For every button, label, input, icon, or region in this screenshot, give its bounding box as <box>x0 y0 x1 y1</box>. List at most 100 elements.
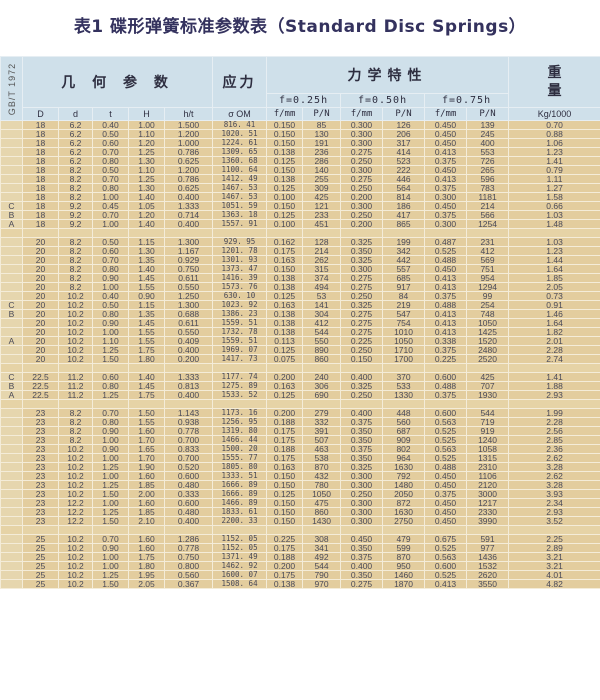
cell-d-outer: 18 <box>22 219 59 229</box>
cell-f1: 0.100 <box>266 219 304 229</box>
table-row: 25 10.2 0.90 1.60 0.778 1152. 05 0.175 341 0.350… <box>0 543 600 553</box>
cell-p1: 1050 <box>302 489 342 499</box>
cell-stress: 1309. 65 <box>212 147 268 157</box>
cell-d-outer: 23 <box>22 507 59 517</box>
cell-height: 1.75 <box>128 390 165 400</box>
cell-h-t: 0.200 <box>163 354 214 364</box>
table-row: A 18 9.2 1.00 1.40 0.400 1557. 91 0.100 451 0.200… <box>0 219 600 229</box>
cell-f3: 0.525 <box>424 570 468 580</box>
cell-height: 1.80 <box>128 561 165 571</box>
cell-d-inner: 8.2 <box>58 165 93 175</box>
cell-p1: 262 <box>302 255 342 265</box>
cell-p2: 186 <box>382 201 426 211</box>
cell-p3: 1294 <box>466 282 510 292</box>
group-separator <box>0 228 600 238</box>
cell-stress: 1467. 53 <box>212 192 268 202</box>
cell-p2: 557 <box>382 264 426 274</box>
cell-f3: 0.225 <box>424 354 468 364</box>
cell-weight: 1.06 <box>508 138 600 148</box>
empty-cell <box>382 399 426 409</box>
cell-thickness: 1.25 <box>92 462 129 472</box>
empty-cell <box>163 363 214 373</box>
cell-f2: 0.300 <box>340 498 384 508</box>
table-row: 20 8.2 0.70 1.35 0.929 1301. 93 0.163 262 0.325 4… <box>0 255 600 265</box>
cell-h-t: 0.400 <box>163 390 214 400</box>
cell-weight: 2.62 <box>508 471 600 481</box>
cell-f2: 0.250 <box>340 390 384 400</box>
cell-f2: 0.150 <box>340 354 384 364</box>
table-row: 18 8.2 1.00 1.40 0.400 1467. 53 0.100 425 0.200 8… <box>0 192 600 202</box>
table-row: C 18 9.2 0.45 1.05 1.333 1051. 59 0.150 121 0.300… <box>0 201 600 211</box>
empty-cell <box>340 228 384 238</box>
cell-p3: 3000 <box>466 489 510 499</box>
cell-f1: 0.162 <box>266 237 304 247</box>
cell-p1: 860 <box>302 507 342 517</box>
cell-thickness: 1.00 <box>92 498 129 508</box>
cell-p3: 231 <box>466 237 510 247</box>
cell-d-inner: 8.2 <box>58 426 93 436</box>
cell-d-inner: 11.2 <box>58 372 93 382</box>
cell-weight: 0.91 <box>508 300 600 310</box>
empty-cell <box>508 363 600 373</box>
cell-f2: 0.350 <box>340 453 384 463</box>
cell-p1: 970 <box>302 579 342 589</box>
cell-weight: 0.66 <box>508 201 600 211</box>
cell-stress: 1466. 44 <box>212 435 268 445</box>
cell-height: 1.55 <box>128 327 165 337</box>
cell-p3: 2480 <box>466 345 510 355</box>
cell-d-outer: 25 <box>22 534 59 544</box>
cell-p3: 1050 <box>466 318 510 328</box>
cell-height: 1.25 <box>128 147 165 157</box>
cell-stress: 1360. 68 <box>212 156 268 166</box>
cell-h-t: 0.750 <box>163 552 214 562</box>
cell-f3: 0.488 <box>424 255 468 265</box>
empty-cell <box>424 525 468 535</box>
cell-f2: 0.375 <box>340 444 384 454</box>
cell-f1: 0.138 <box>266 174 304 184</box>
empty-cell <box>22 363 59 373</box>
cell-f3: 0.525 <box>424 435 468 445</box>
cell-height: 1.70 <box>128 453 165 463</box>
table-row: 18 8.2 0.80 1.30 0.625 1467. 53 0.125 309 0.250 5… <box>0 183 600 193</box>
cell-stress: 1467. 53 <box>212 183 268 193</box>
cell-p1: 191 <box>302 138 342 148</box>
cell-grade: C <box>0 201 23 211</box>
cell-thickness: 1.50 <box>92 354 129 364</box>
cell-f2: 0.275 <box>340 579 384 589</box>
cell-h-t: 1.300 <box>163 300 214 310</box>
cell-height: 1.50 <box>128 408 165 418</box>
cell-stress: 1508. 64 <box>212 579 268 589</box>
empty-cell <box>92 228 129 238</box>
cell-thickness: 1.00 <box>92 471 129 481</box>
cell-h-t: 1.000 <box>163 138 214 148</box>
col-p1-header: P/N <box>302 107 342 121</box>
cell-f1: 0.163 <box>266 462 304 472</box>
table-row: 18 8.2 0.50 1.10 1.200 1100. 64 0.150 140 0.300 2… <box>0 165 600 175</box>
cell-d-outer: 25 <box>22 543 59 553</box>
cell-f2: 0.400 <box>340 561 384 571</box>
table-row: C 22.5 11.2 0.60 1.40 1.333 1177. 74 0.200 240 0.… <box>0 372 600 382</box>
table-row: C 20 10.2 0.50 1.15 1.300 1023. 92 0.163 141 0.32… <box>0 300 600 310</box>
cell-stress: 1224. 61 <box>212 138 268 148</box>
cell-p3: 553 <box>466 147 510 157</box>
cell-h-t: 0.800 <box>163 561 214 571</box>
cell-weight: 2.56 <box>508 426 600 436</box>
cell-h-t: 0.400 <box>163 345 214 355</box>
cell-p1: 240 <box>302 372 342 382</box>
cell-weight: 3.28 <box>508 462 600 472</box>
cell-height: 1.60 <box>128 498 165 508</box>
cell-weight: 2.01 <box>508 336 600 346</box>
cell-stress: 1416. 39 <box>212 273 268 283</box>
empty-cell <box>466 363 510 373</box>
table-row: 20 10.2 1.25 1.75 0.400 1969. 07 0.125 890 0.250… <box>0 345 600 355</box>
table-row: 23 10.2 0.90 1.65 0.833 1500. 20 0.188 463 0.375… <box>0 444 600 454</box>
cell-d-inner: 10.2 <box>58 291 93 301</box>
cell-p1: 538 <box>302 453 342 463</box>
cell-p1: 463 <box>302 444 342 454</box>
cell-p2: 1460 <box>382 570 426 580</box>
cell-h-t: 1.143 <box>163 408 214 418</box>
cell-p2: 870 <box>382 552 426 562</box>
cell-stress: 1201. 78 <box>212 246 268 256</box>
cell-f2: 0.400 <box>340 408 384 418</box>
cell-stress: 816. 41 <box>212 120 268 130</box>
